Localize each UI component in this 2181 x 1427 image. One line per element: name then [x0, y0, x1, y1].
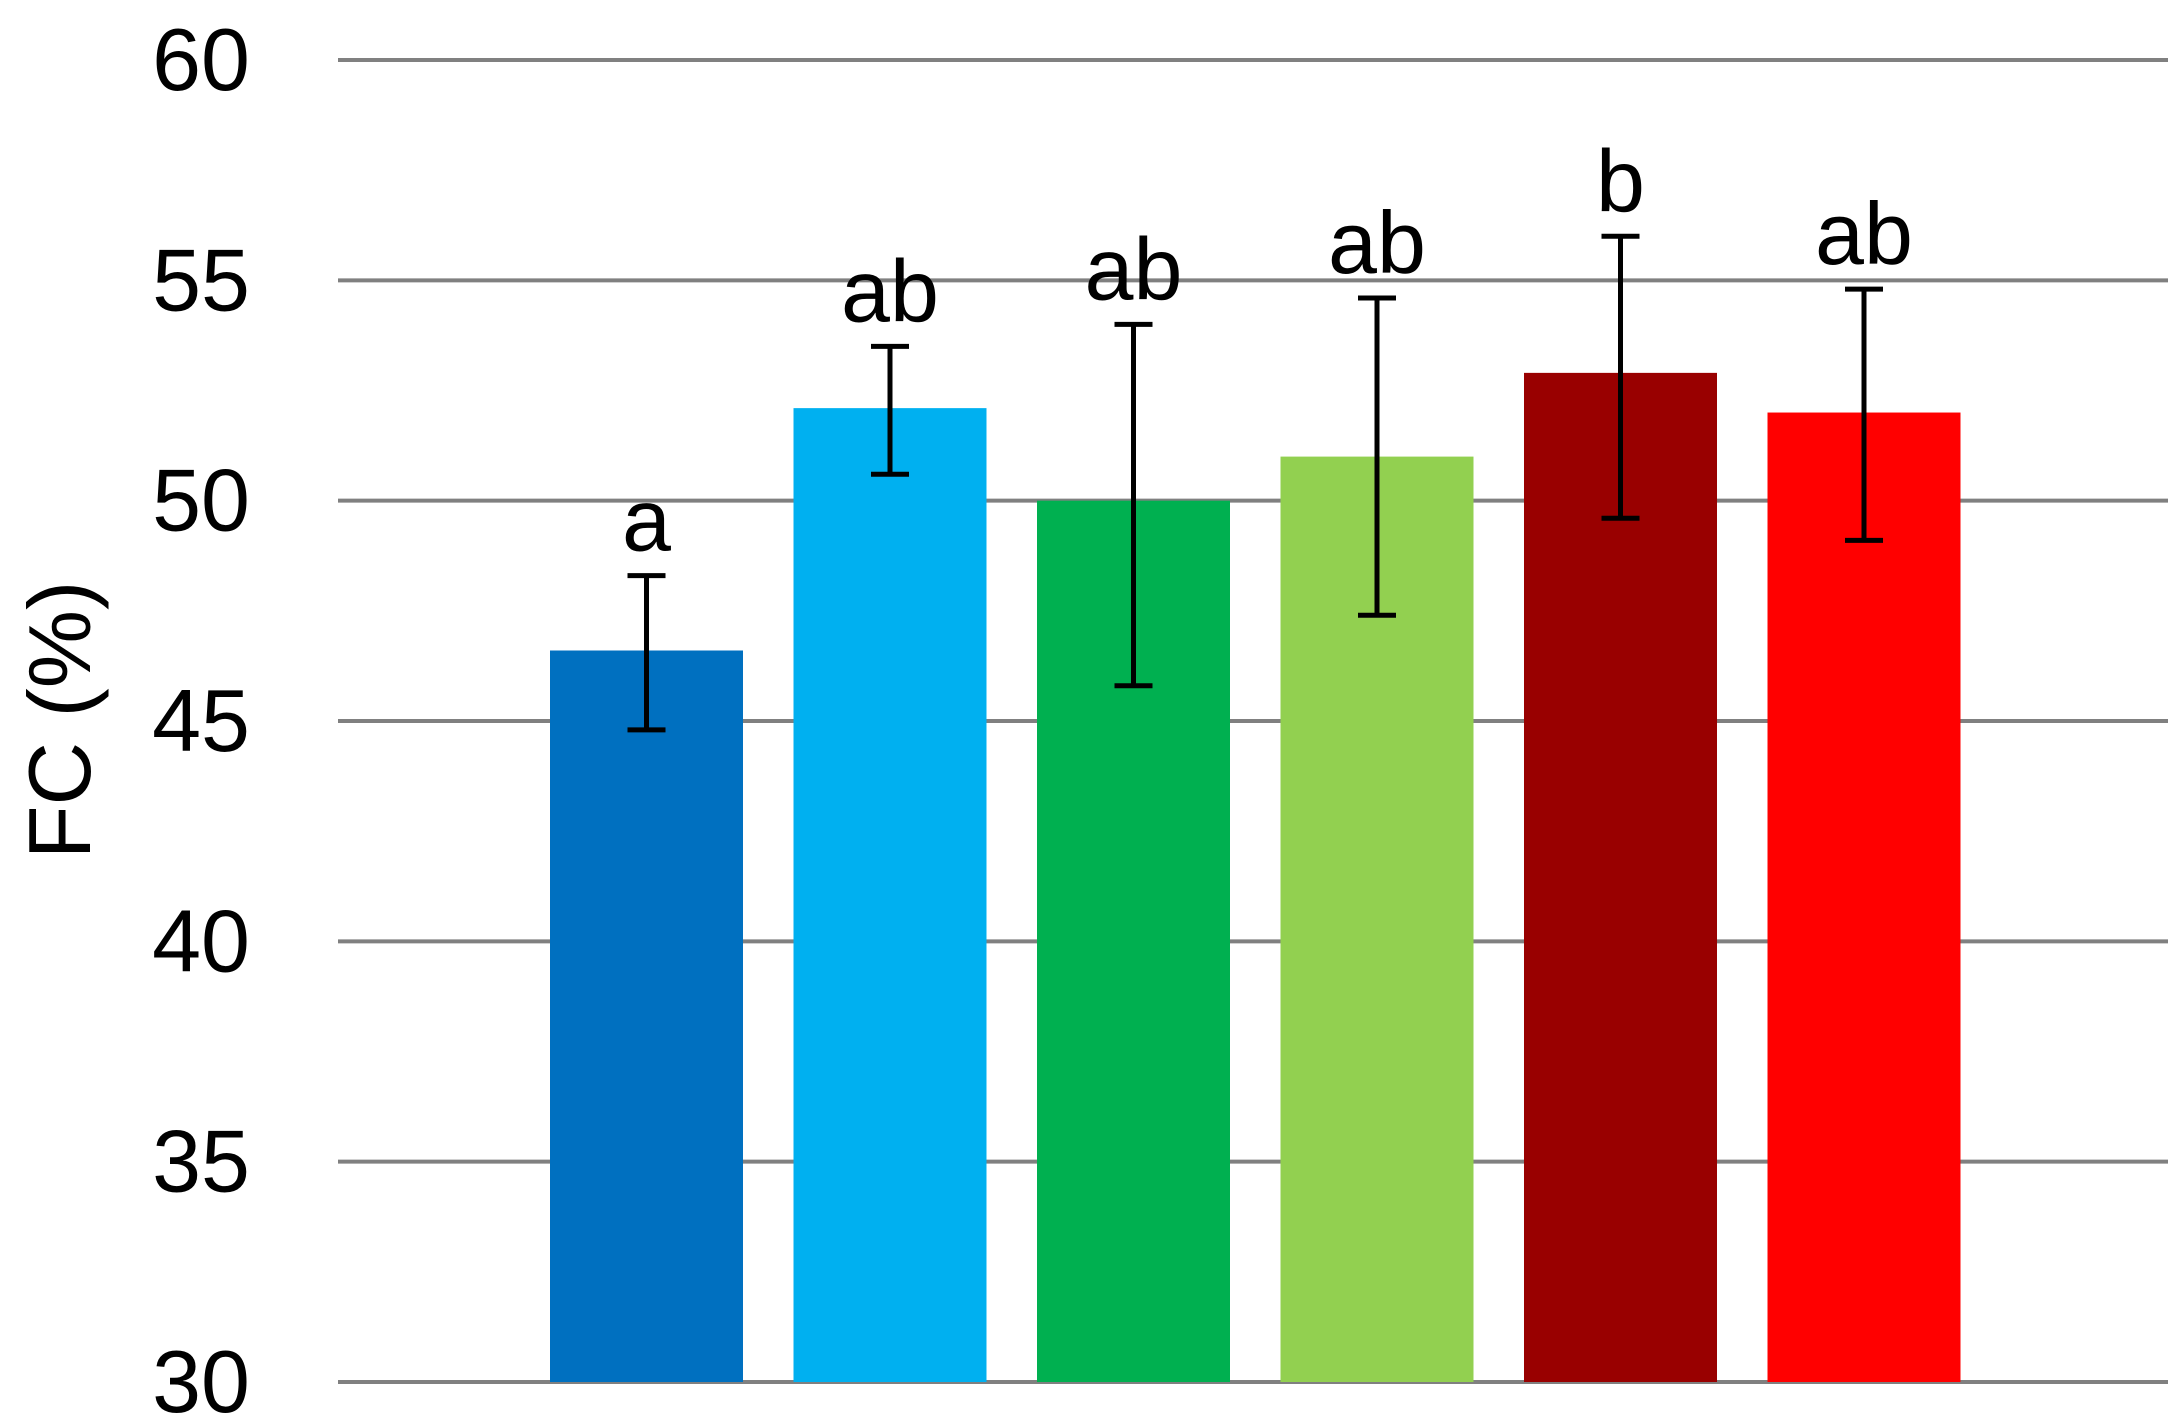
y-tick-label: 45 — [152, 671, 250, 770]
error-bar — [1358, 295, 1396, 618]
error-bar — [627, 573, 666, 733]
y-tick-labels: 30 35 40 45 50 55 60 — [152, 10, 250, 1427]
y-tick-label: 40 — [152, 891, 250, 990]
bar — [1767, 412, 1961, 1382]
error-bar — [1845, 286, 1883, 543]
y-tick-label: 60 — [152, 10, 250, 109]
error-bars — [627, 233, 1883, 733]
error-bar — [1114, 321, 1153, 689]
bar — [1524, 372, 1717, 1383]
y-tick-label: 50 — [152, 451, 250, 550]
significance-label: ab — [1085, 219, 1183, 318]
significance-labels: a ab ab ab b ab — [622, 131, 1913, 569]
bar — [550, 650, 743, 1382]
bar — [793, 408, 987, 1382]
y-tick-label: 30 — [152, 1332, 250, 1427]
y-tick-label: 55 — [152, 230, 250, 329]
significance-label: ab — [1815, 184, 1913, 283]
y-axis-label: FC (%) — [10, 581, 109, 860]
significance-label: ab — [841, 241, 939, 340]
significance-label: b — [1596, 131, 1645, 230]
significance-label: ab — [1328, 193, 1426, 292]
y-tick-label: 35 — [152, 1112, 250, 1211]
significance-label: a — [622, 471, 671, 570]
error-bar — [871, 343, 909, 477]
error-bar — [1601, 233, 1640, 521]
bars — [550, 372, 1961, 1383]
